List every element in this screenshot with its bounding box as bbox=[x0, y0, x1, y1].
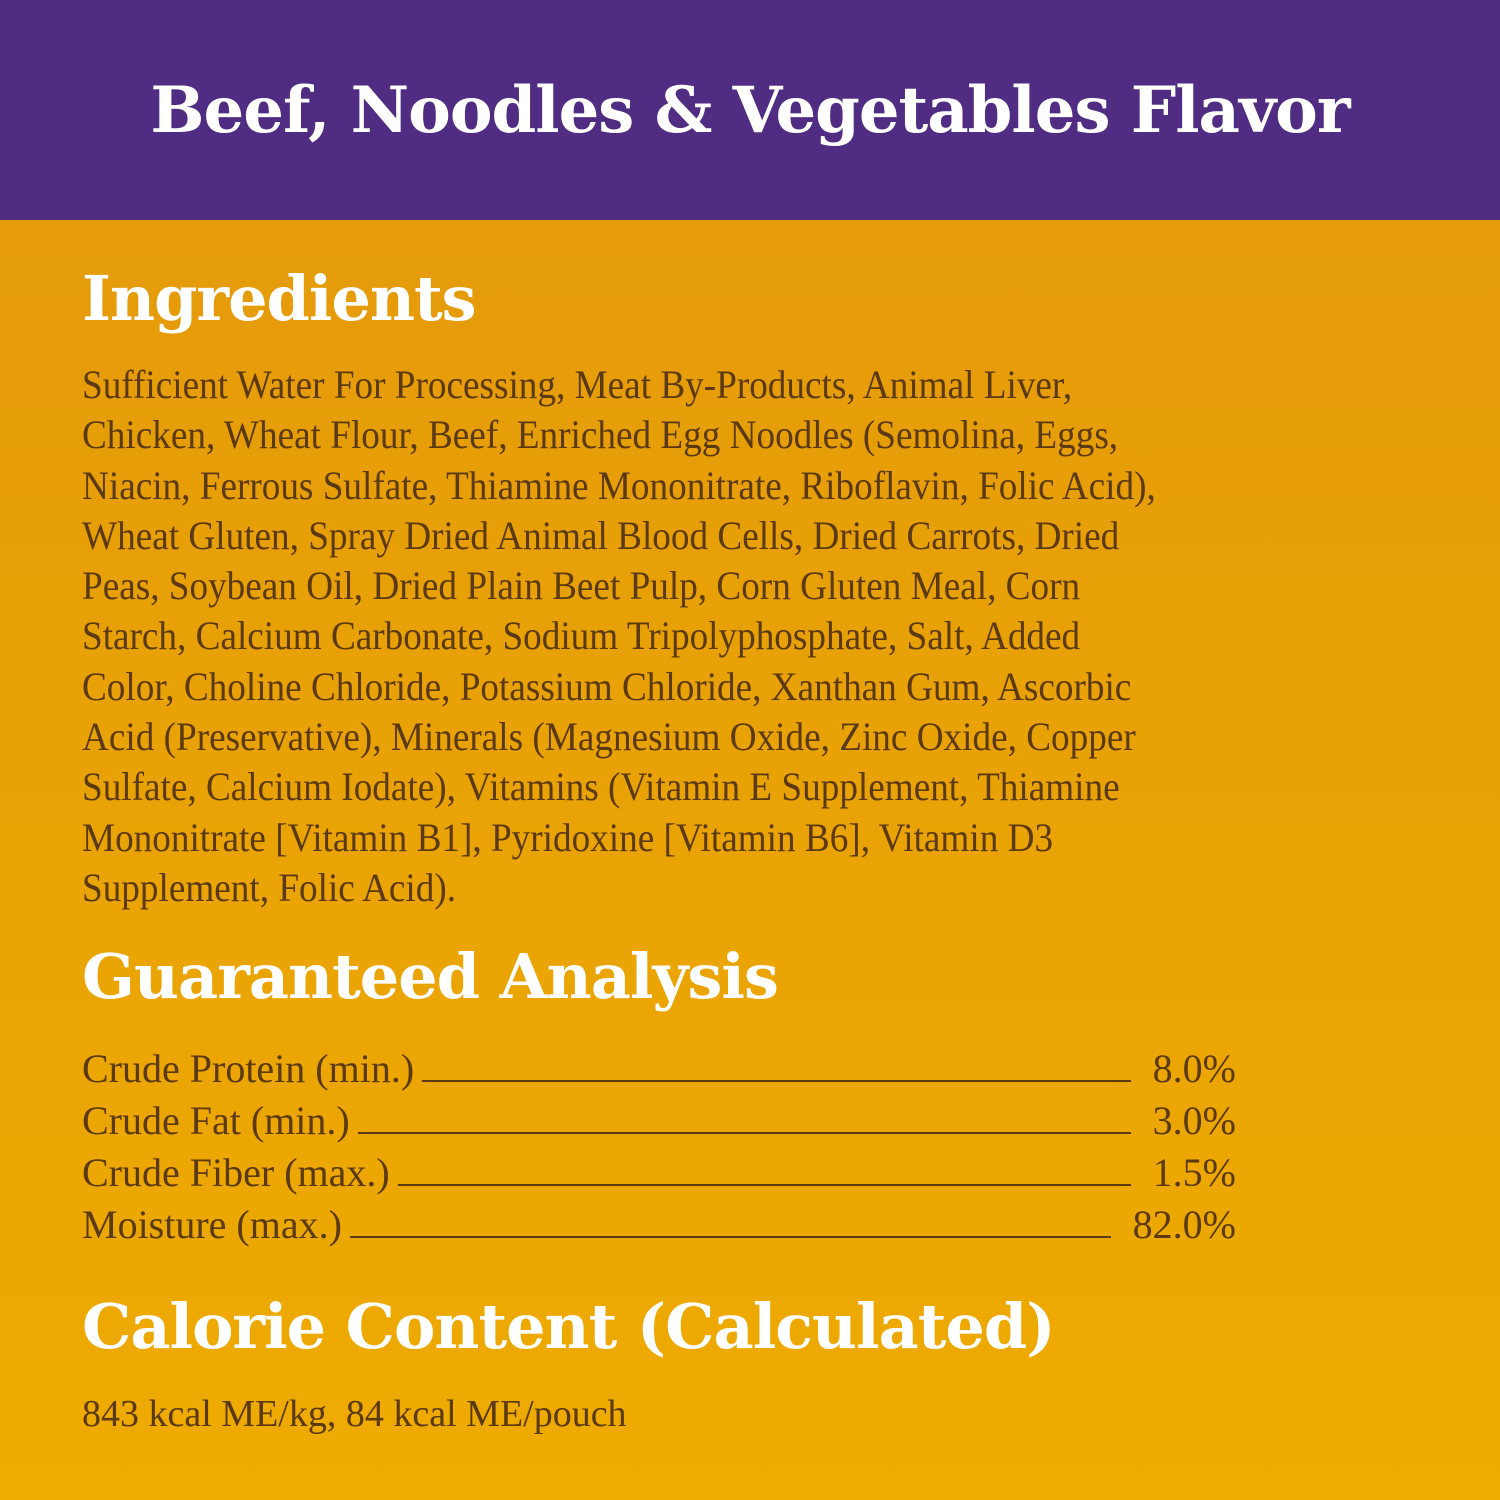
analysis-label: Crude Protein (min.) bbox=[82, 1046, 415, 1091]
ingredients-line: Mononitrate [Vitamin B1], Pyridoxine [Vi… bbox=[82, 814, 1054, 860]
leader-line bbox=[422, 1080, 1131, 1082]
ingredients-line: Color, Choline Chloride, Potassium Chlor… bbox=[82, 663, 1132, 709]
analysis-value: 8.0% bbox=[1152, 1046, 1236, 1091]
product-title: Beef, Noodles & Vegetables Flavor bbox=[150, 72, 1350, 148]
analysis-row: Crude Fiber (max.) 1.5% bbox=[82, 1144, 1236, 1196]
analysis-heading: Guaranteed Analysis bbox=[82, 940, 779, 1013]
analysis-value: 1.5% bbox=[1152, 1150, 1236, 1195]
ingredients-line: Niacin, Ferrous Sulfate, Thiamine Mononi… bbox=[82, 462, 1156, 508]
ingredients-line: Wheat Gluten, Spray Dried Animal Blood C… bbox=[82, 512, 1120, 558]
analysis-table: Crude Protein (min.) 8.0% Crude Fat (min.… bbox=[82, 1040, 1236, 1248]
title-banner: Beef, Noodles & Vegetables Flavor bbox=[0, 0, 1500, 220]
leader-line bbox=[349, 1236, 1111, 1238]
analysis-row: Crude Fat (min.) 3.0% bbox=[82, 1092, 1236, 1144]
ingredients-line: Sufficient Water For Processing, Meat By… bbox=[82, 362, 1073, 407]
ingredients-line: Peas, Soybean Oil, Dried Plain Beet Pulp… bbox=[82, 563, 1081, 609]
ingredients-list: Sufficient Water For Processing, Meat By… bbox=[82, 360, 1237, 913]
ingredients-line: Acid (Preservative), Minerals (Magnesium… bbox=[82, 714, 1136, 760]
ingredients-line: Chicken, Wheat Flour, Beef, Enriched Egg… bbox=[82, 412, 1119, 458]
leader-line bbox=[397, 1184, 1131, 1186]
analysis-value: 3.0% bbox=[1152, 1098, 1236, 1143]
ingredients-line: Sulfate, Calcium Iodate), Vitamins (Vita… bbox=[82, 764, 1120, 810]
analysis-label: Moisture (max.) bbox=[82, 1202, 342, 1247]
ingredients-heading: Ingredients bbox=[82, 262, 477, 335]
calorie-heading: Calorie Content (Calculated) bbox=[82, 1290, 1056, 1363]
ingredients-line: Supplement, Folic Acid). bbox=[82, 864, 457, 910]
analysis-label: Crude Fiber (max.) bbox=[82, 1150, 390, 1195]
ingredients-line: Starch, Calcium Carbonate, Sodium Tripol… bbox=[82, 613, 1081, 659]
analysis-value: 82.0% bbox=[1132, 1202, 1236, 1247]
analysis-row: Crude Protein (min.) 8.0% bbox=[82, 1040, 1236, 1092]
analysis-label: Crude Fat (min.) bbox=[82, 1098, 350, 1143]
calorie-text: 843 kcal ME/kg, 84 kcal ME/pouch bbox=[82, 1393, 627, 1435]
leader-line bbox=[357, 1132, 1131, 1134]
analysis-row: Moisture (max.) 82.0% bbox=[82, 1196, 1236, 1248]
